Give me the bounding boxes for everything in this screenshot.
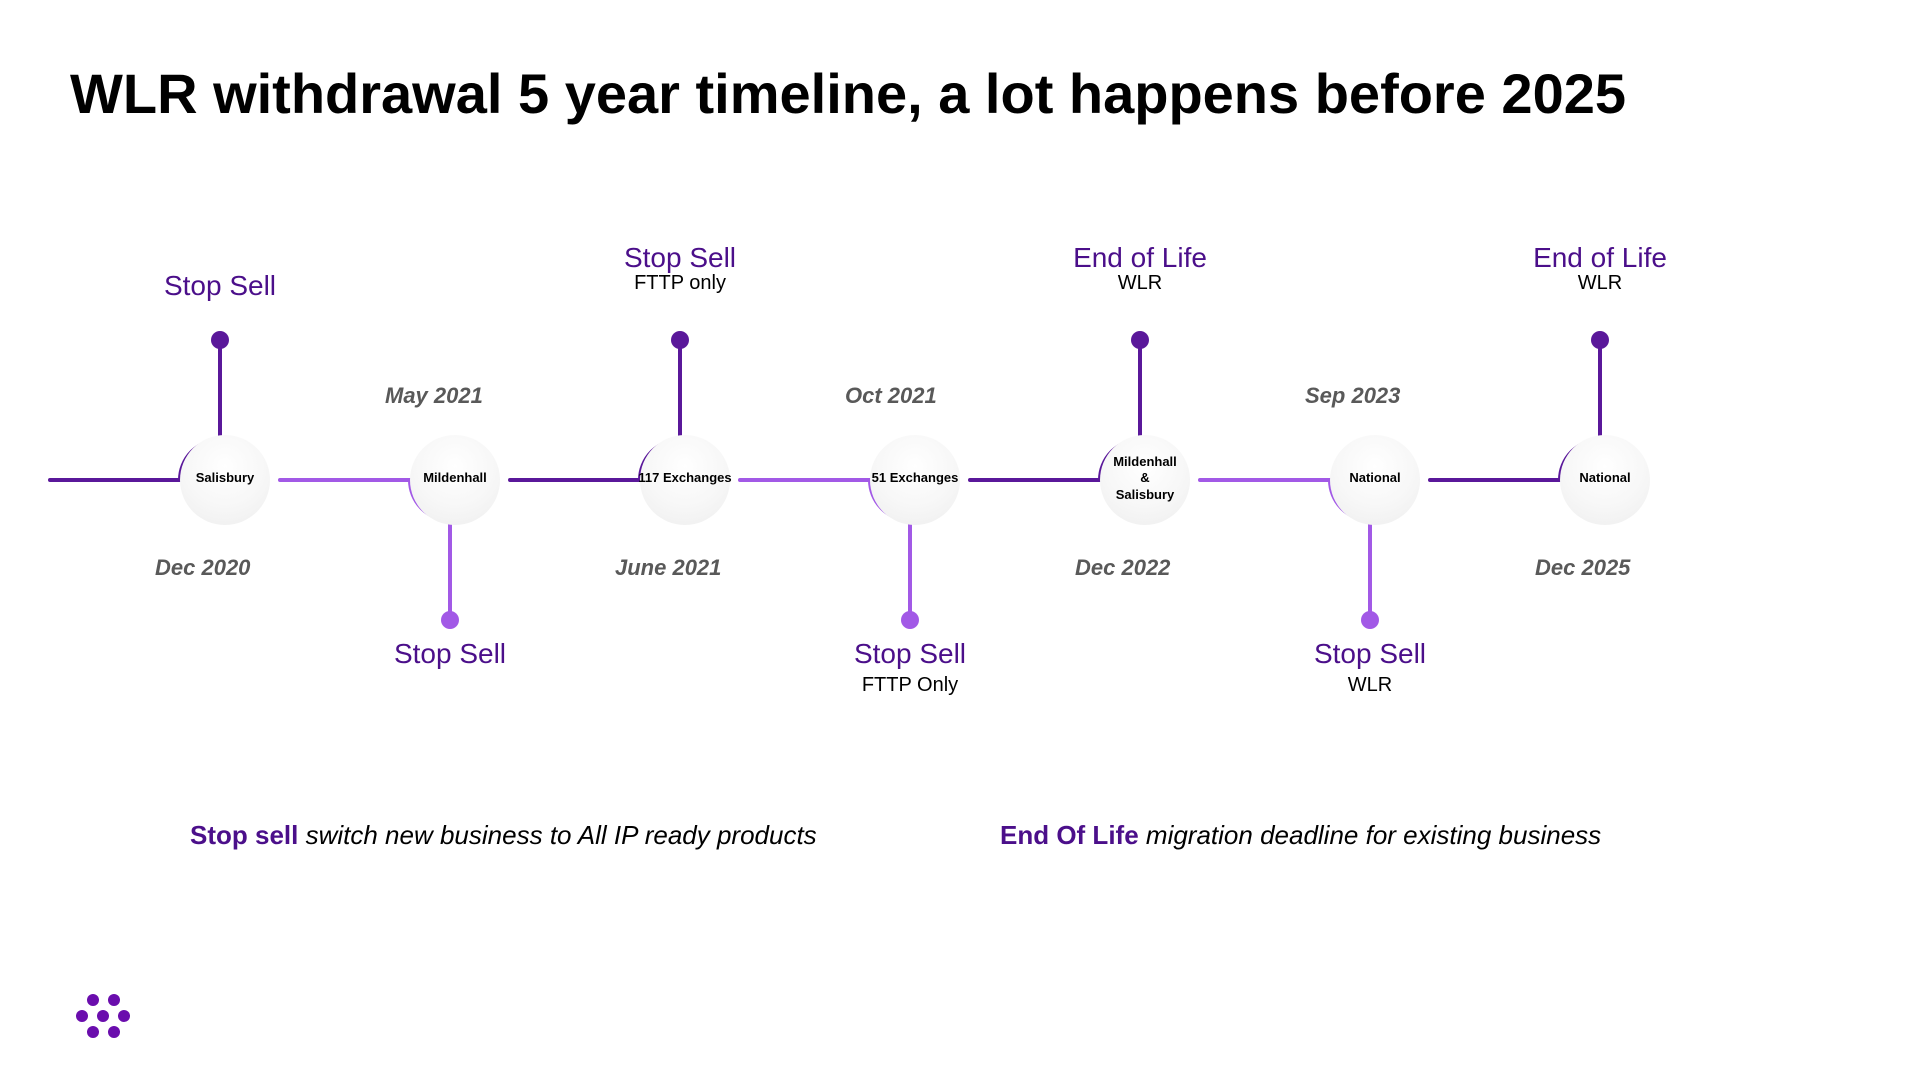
event-title: Stop Sell — [350, 638, 550, 670]
timeline-date: Dec 2025 — [1535, 555, 1630, 581]
timeline-node-label: Mildenhall — [395, 470, 515, 486]
timeline-node-label: National — [1315, 470, 1435, 486]
brand-logo-icon — [72, 992, 136, 1040]
timeline-date: June 2021 — [615, 555, 721, 581]
event-subtitle: FTTP Only — [810, 674, 1010, 697]
timeline-node-label: 117 Exchanges — [625, 470, 745, 486]
event-title: Stop Sell — [1270, 638, 1470, 670]
event-title: Stop Sell — [580, 242, 780, 274]
event-subtitle: FTTP only — [580, 272, 780, 295]
event-title: Stop Sell — [810, 638, 1010, 670]
timeline-diagram — [0, 0, 1920, 1080]
legend-desc: switch new business to All IP ready prod… — [306, 820, 817, 850]
legend-term: End Of Life — [1000, 820, 1139, 850]
legend-term: Stop sell — [190, 820, 298, 850]
timeline-date: Dec 2020 — [155, 555, 250, 581]
timeline-node-label: Salisbury — [165, 470, 285, 486]
event-title: End of Life — [1040, 242, 1240, 274]
timeline-date: Sep 2023 — [1305, 383, 1400, 409]
event-title: Stop Sell — [120, 270, 320, 302]
event-subtitle: WLR — [1270, 674, 1470, 697]
event-subtitle: WLR — [1040, 272, 1240, 295]
timeline-date: Oct 2021 — [845, 383, 937, 409]
timeline-node-label: National — [1545, 470, 1665, 486]
legend-end-of-life: End Of Life migration deadline for exist… — [1000, 820, 1601, 851]
timeline-date: May 2021 — [385, 383, 483, 409]
legend-desc: migration deadline for existing business — [1146, 820, 1601, 850]
event-subtitle: WLR — [1500, 272, 1700, 295]
legend-stop-sell: Stop sell switch new business to All IP … — [190, 820, 817, 851]
page-title: WLR withdrawal 5 year timeline, a lot ha… — [70, 60, 1626, 127]
timeline-node-label: Mildenhall&Salisbury — [1085, 454, 1205, 503]
timeline-date: Dec 2022 — [1075, 555, 1170, 581]
timeline-node-label: 51 Exchanges — [855, 470, 975, 486]
event-title: End of Life — [1500, 242, 1700, 274]
